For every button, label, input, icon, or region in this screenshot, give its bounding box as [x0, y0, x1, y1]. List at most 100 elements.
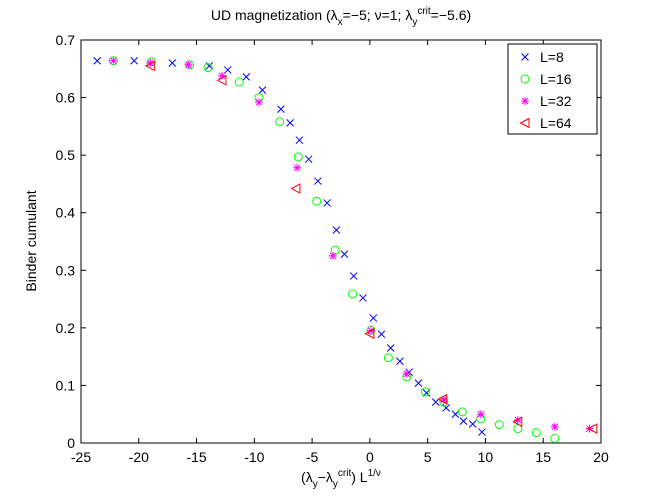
y-axis-label: Binder cumulant	[23, 190, 39, 291]
point	[478, 428, 486, 436]
point	[130, 56, 139, 65]
point	[396, 357, 404, 366]
x-tick-label: -5	[306, 449, 319, 465]
point	[203, 63, 213, 73]
point	[290, 183, 301, 194]
chart-title: UD magnetization (λx=−5; ν=1; λycrit=−5.…	[211, 6, 471, 28]
text-part: y	[313, 479, 318, 490]
legend-marker	[519, 117, 530, 129]
point	[144, 60, 155, 72]
point	[550, 433, 560, 443]
point	[420, 387, 430, 397]
y-tick-label: 0	[67, 435, 75, 451]
legend-marker	[520, 74, 530, 84]
legend-label: L=32	[540, 93, 572, 109]
point	[223, 66, 232, 74]
x-tick-label: -20	[129, 449, 149, 465]
point	[457, 407, 467, 417]
legend-label: L=64	[540, 115, 572, 131]
x-tick-label: 15	[535, 449, 551, 465]
x-tick-label: 20	[593, 449, 609, 465]
point	[439, 395, 448, 404]
text-part: x	[338, 17, 343, 28]
legend-label: L=8	[540, 49, 564, 65]
point	[293, 163, 302, 172]
point	[332, 226, 341, 234]
point	[377, 330, 386, 339]
point	[217, 71, 226, 80]
point	[109, 56, 118, 65]
point	[304, 155, 313, 164]
point	[431, 398, 440, 406]
y-tick-label: 0.2	[56, 320, 76, 336]
point	[312, 196, 322, 206]
point	[512, 416, 523, 428]
text-part: 1/ν	[368, 468, 381, 479]
x-axis-label: (λy−λycrit) L1/ν	[301, 468, 381, 490]
point	[93, 56, 102, 65]
point	[340, 250, 349, 259]
text-part: =−5; ν=1; λ	[343, 7, 413, 23]
x-tick-label: -25	[71, 449, 91, 465]
text-part: UD magnetization (λ	[211, 7, 338, 23]
y-tick-label: 0.1	[56, 377, 76, 393]
x-tick-label: 10	[478, 449, 494, 465]
x-tick-label: 0	[366, 449, 374, 465]
point	[550, 422, 559, 431]
text-part: crit	[338, 468, 352, 479]
y-tick-label: 0.7	[56, 32, 76, 48]
point	[468, 420, 477, 428]
x-tick-label: -10	[244, 449, 264, 465]
y-tick-label: 0.4	[56, 205, 76, 221]
point	[359, 294, 367, 302]
point	[383, 353, 393, 363]
point	[286, 119, 295, 127]
text-part: =−5.6)	[431, 7, 471, 23]
point	[459, 417, 468, 425]
point	[439, 397, 449, 407]
point	[314, 177, 322, 185]
y-tick-label: 0.3	[56, 262, 76, 278]
y-tick-label: 0.6	[56, 90, 76, 106]
point	[348, 289, 358, 299]
point	[168, 59, 177, 67]
point	[184, 60, 193, 69]
text-part: y	[333, 479, 338, 490]
point	[442, 404, 451, 412]
point	[437, 393, 448, 405]
point	[254, 98, 263, 107]
point	[146, 57, 156, 67]
point	[328, 251, 337, 260]
text-part: (λ	[301, 469, 313, 485]
point	[258, 86, 267, 94]
point	[349, 272, 358, 280]
point	[295, 136, 304, 145]
x-tick-label: 5	[424, 449, 432, 465]
point	[277, 105, 285, 113]
point	[185, 60, 195, 70]
point	[476, 414, 486, 424]
point	[402, 369, 411, 378]
point	[587, 423, 598, 434]
legend-marker	[521, 53, 529, 61]
y-tick-label: 0.5	[56, 147, 76, 163]
point	[242, 72, 251, 81]
legend-label: L=16	[540, 71, 572, 87]
point	[275, 117, 285, 127]
point	[234, 77, 244, 87]
text-part: crit	[417, 6, 431, 17]
legend-marker	[521, 97, 529, 105]
point	[494, 420, 504, 430]
plot-frame	[80, 39, 602, 444]
point	[293, 152, 303, 162]
x-tick-label: -15	[186, 449, 206, 465]
point	[216, 74, 227, 86]
point	[451, 410, 460, 419]
point	[369, 314, 378, 322]
point	[513, 424, 523, 434]
text-part: ) L	[351, 469, 368, 485]
point	[476, 410, 485, 419]
point	[513, 415, 522, 424]
